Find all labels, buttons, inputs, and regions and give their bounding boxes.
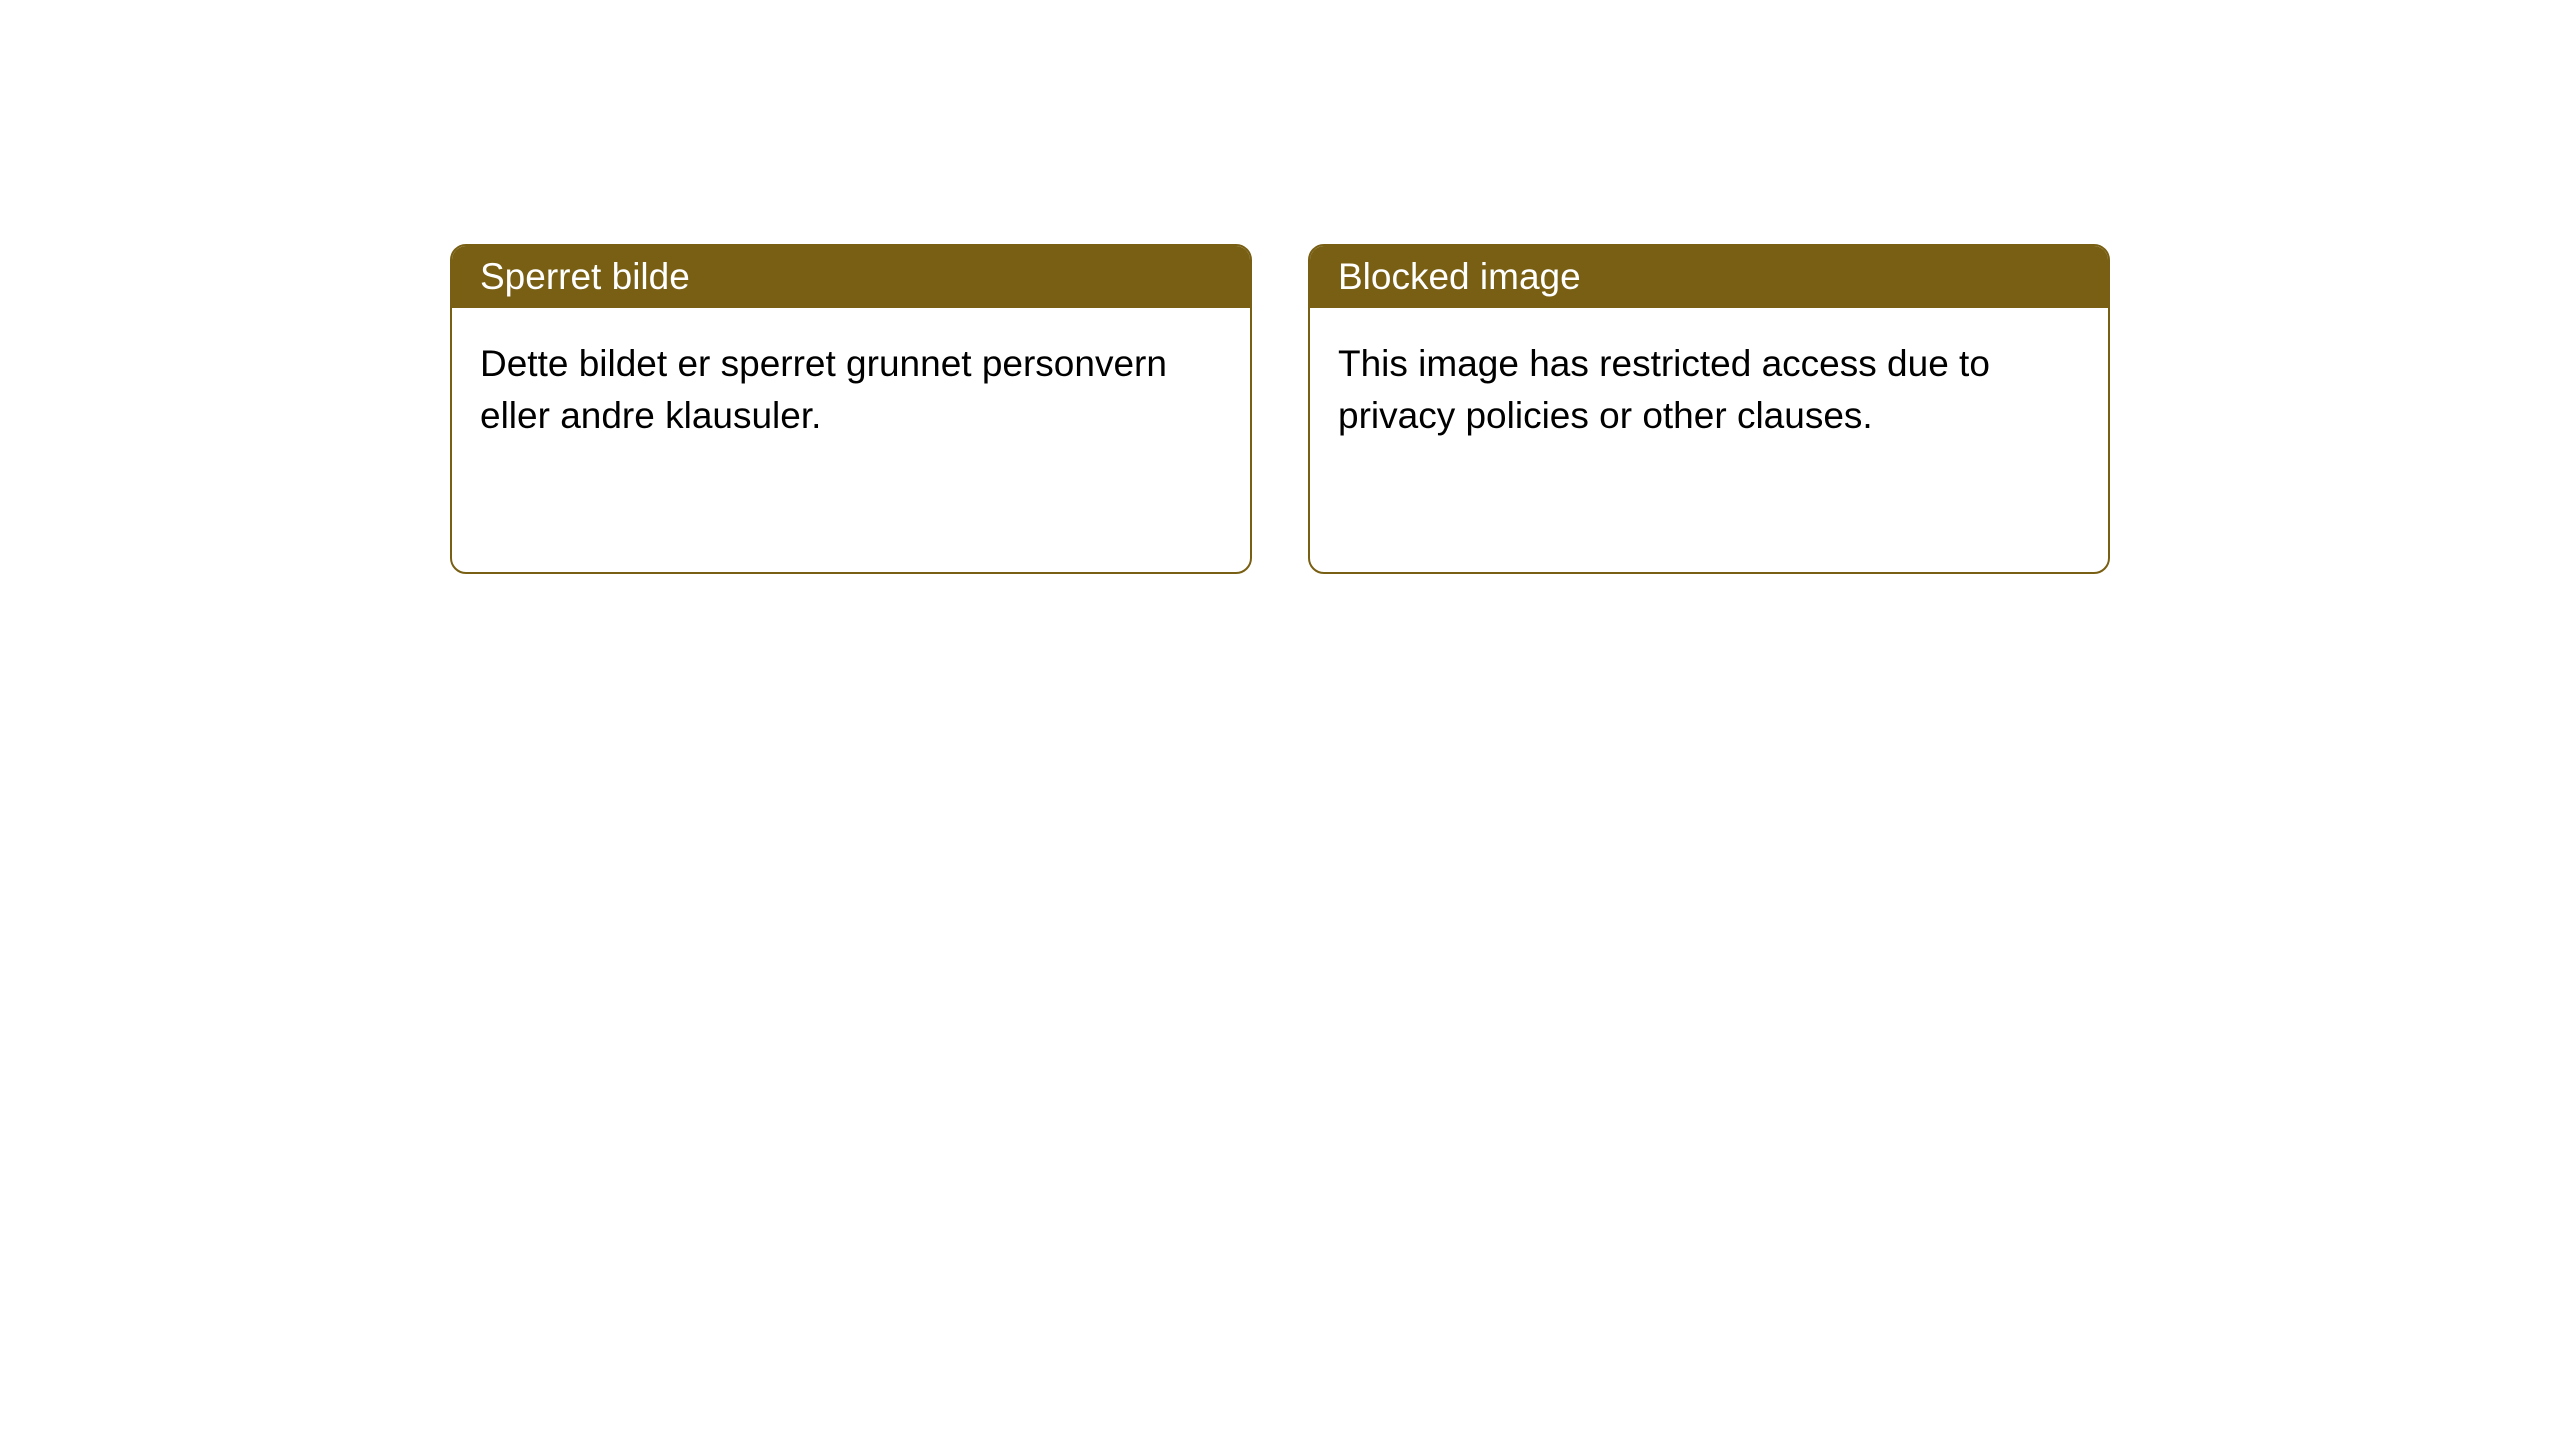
- notice-message: Dette bildet er sperret grunnet personve…: [480, 343, 1167, 436]
- notice-body: This image has restricted access due to …: [1310, 308, 2108, 572]
- notice-body: Dette bildet er sperret grunnet personve…: [452, 308, 1250, 572]
- notice-title: Blocked image: [1338, 256, 1581, 297]
- notice-card-english: Blocked image This image has restricted …: [1308, 244, 2110, 574]
- notice-title: Sperret bilde: [480, 256, 690, 297]
- notice-container: Sperret bilde Dette bildet er sperret gr…: [0, 0, 2560, 574]
- notice-header: Sperret bilde: [452, 246, 1250, 308]
- notice-message: This image has restricted access due to …: [1338, 343, 1990, 436]
- notice-header: Blocked image: [1310, 246, 2108, 308]
- notice-card-norwegian: Sperret bilde Dette bildet er sperret gr…: [450, 244, 1252, 574]
